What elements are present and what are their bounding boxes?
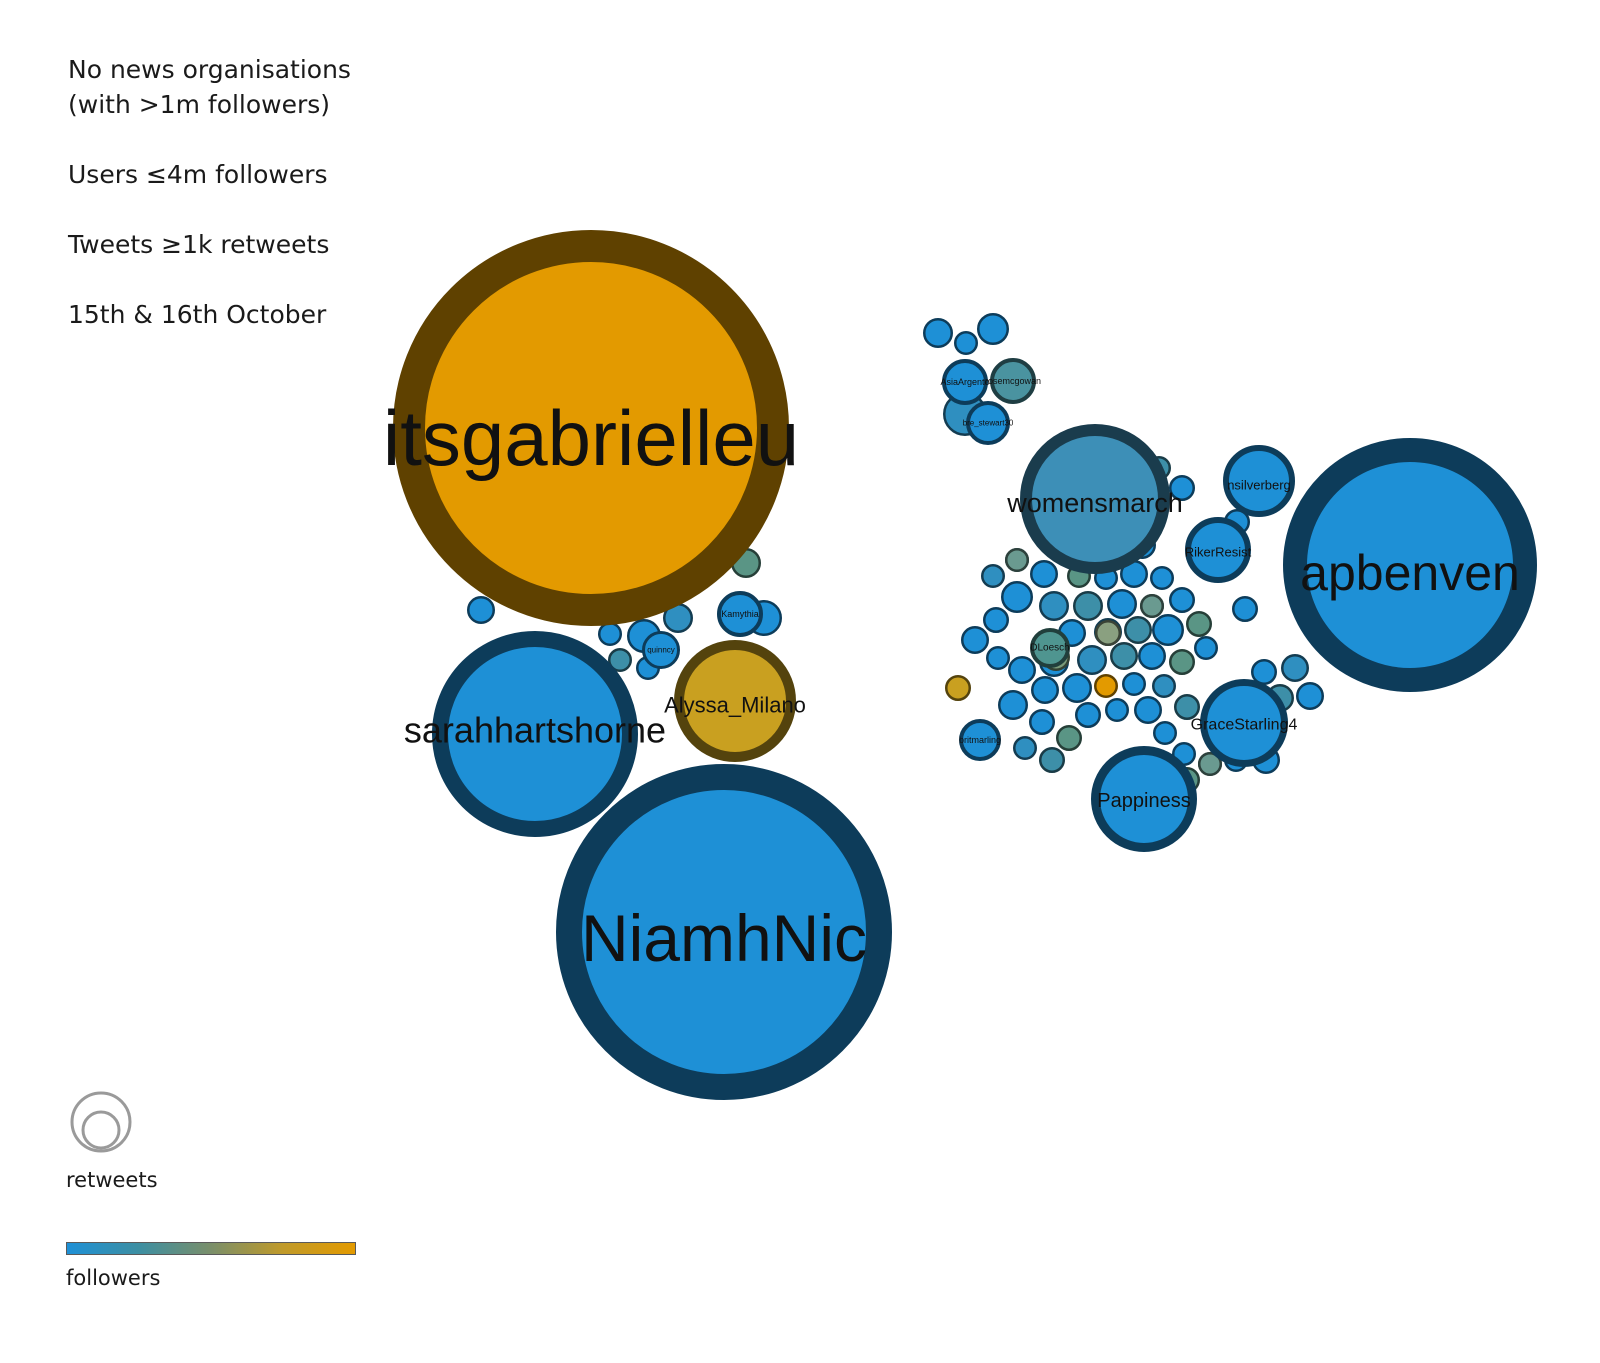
bubble <box>1232 596 1258 622</box>
bubble <box>986 646 1010 670</box>
bubble <box>1134 696 1162 724</box>
bubble <box>983 607 1009 633</box>
bubble-niamhnic <box>556 764 892 1100</box>
bubble-itsgabrielleu <box>393 230 789 626</box>
bubble <box>1152 674 1176 698</box>
bubble <box>977 313 1009 345</box>
bubble <box>1122 672 1146 696</box>
bubble-label-sarahhartshorne: sarahhartshorne <box>404 710 666 751</box>
bubble <box>1077 645 1107 675</box>
bubble-label-rikerresist: RikerResist <box>1185 545 1252 560</box>
bubble <box>1029 709 1055 735</box>
bubble <box>1073 591 1103 621</box>
bubble-nsilverberg <box>1223 445 1295 517</box>
bubble <box>954 331 978 355</box>
bubble <box>1198 752 1222 776</box>
bubble <box>1075 702 1101 728</box>
bubble <box>1251 659 1277 685</box>
bubble-bre-stewart30 <box>966 401 1010 445</box>
filter-user-followers: Users ≤4m followers <box>68 160 328 189</box>
bubble-pappiness <box>1091 746 1197 852</box>
bubble-quinncy <box>642 631 680 669</box>
bubble <box>1186 611 1212 637</box>
bubble <box>1039 591 1069 621</box>
bubble <box>1056 725 1082 751</box>
bubble <box>1030 560 1058 588</box>
bubble <box>467 596 495 624</box>
bubble <box>1039 747 1065 773</box>
size-legend-label: retweets <box>66 1168 158 1192</box>
filter-news-orgs: No news organisations (with >1m follower… <box>68 55 351 119</box>
bubble-label-alyssa-milano: Alyssa_Milano <box>664 693 806 718</box>
bubble-label-gracestarling4: GraceStarling4 <box>1191 717 1298 734</box>
bubble <box>1001 581 1033 613</box>
bubble <box>1094 674 1118 698</box>
bubble-label-rosemcgowan: rosemcgowan <box>985 376 1041 386</box>
bubble-label-niamhnic: NiamhNic <box>581 901 867 975</box>
bubble <box>1281 654 1309 682</box>
bubble-kamythia <box>717 591 763 637</box>
bubble-rosemcgowan <box>990 358 1036 404</box>
bubble-apbenven <box>1283 438 1537 692</box>
filter-date-range: 15th & 16th October <box>68 300 327 329</box>
size-legend-icon <box>70 1091 132 1153</box>
bubble <box>1008 656 1036 684</box>
bubble <box>1296 682 1324 710</box>
bubble-label-quinncy: quinncy <box>647 646 675 655</box>
bubble <box>1140 594 1164 618</box>
bubble-womensmarch <box>1020 424 1170 574</box>
bubble <box>1138 642 1166 670</box>
bubble-sarahhartshorne <box>432 631 638 837</box>
bubble <box>1169 475 1195 501</box>
bubble <box>1095 620 1121 646</box>
bubble-label-dloesch: DLoesch <box>1030 643 1069 654</box>
bubble <box>961 626 989 654</box>
bubble <box>1031 676 1059 704</box>
bubble-rikerresist <box>1185 517 1251 583</box>
bubble-label-asiaargento: AsiaArgento <box>940 377 989 387</box>
bubble <box>1152 614 1184 646</box>
bubble-britmarling <box>959 719 1001 761</box>
color-legend-label: followers <box>66 1266 161 1290</box>
bubble-label-bre-stewart30: bre_stewart30 <box>963 419 1014 428</box>
bubble <box>1124 616 1152 644</box>
bubble <box>981 564 1005 588</box>
bubble-label-womensmarch: womensmarch <box>1006 488 1183 518</box>
bubble-gracestarling4 <box>1200 679 1288 767</box>
bubble-label-apbenven: apbenven <box>1300 545 1520 601</box>
bubble <box>1107 589 1137 619</box>
bubble <box>1005 548 1029 572</box>
bubble <box>1153 721 1177 745</box>
bubble-label-pappiness: Pappiness <box>1097 790 1190 812</box>
bubble <box>608 648 632 672</box>
filter-notes: No news organisations (with >1m follower… <box>68 52 428 367</box>
bubble-label-kamythia: Kamythia <box>721 609 759 619</box>
color-legend-gradient <box>66 1242 356 1255</box>
bubble <box>1169 649 1195 675</box>
filter-tweet-retweets: Tweets ≥1k retweets <box>68 230 330 259</box>
bubble-alyssa-milano <box>674 640 796 762</box>
bubble <box>1194 636 1218 660</box>
bubble <box>1062 673 1092 703</box>
bubble <box>1150 566 1174 590</box>
bubble <box>923 318 953 348</box>
bubble-label-britmarling: britmarling <box>959 735 1001 745</box>
bubble <box>1013 736 1037 760</box>
bubble <box>945 675 971 701</box>
bubble <box>1105 698 1129 722</box>
bubble-dloesch <box>1030 628 1070 668</box>
bubble-asiaargento <box>942 359 988 405</box>
bubble <box>998 690 1028 720</box>
bubble-label-itsgabrielleu: itsgabrielleu <box>383 394 799 482</box>
bubble-label-nsilverberg: nsilverberg <box>1227 478 1291 493</box>
bubble <box>1169 587 1195 613</box>
bubble <box>598 622 622 646</box>
bubble <box>1174 694 1200 720</box>
bubble <box>1110 642 1138 670</box>
